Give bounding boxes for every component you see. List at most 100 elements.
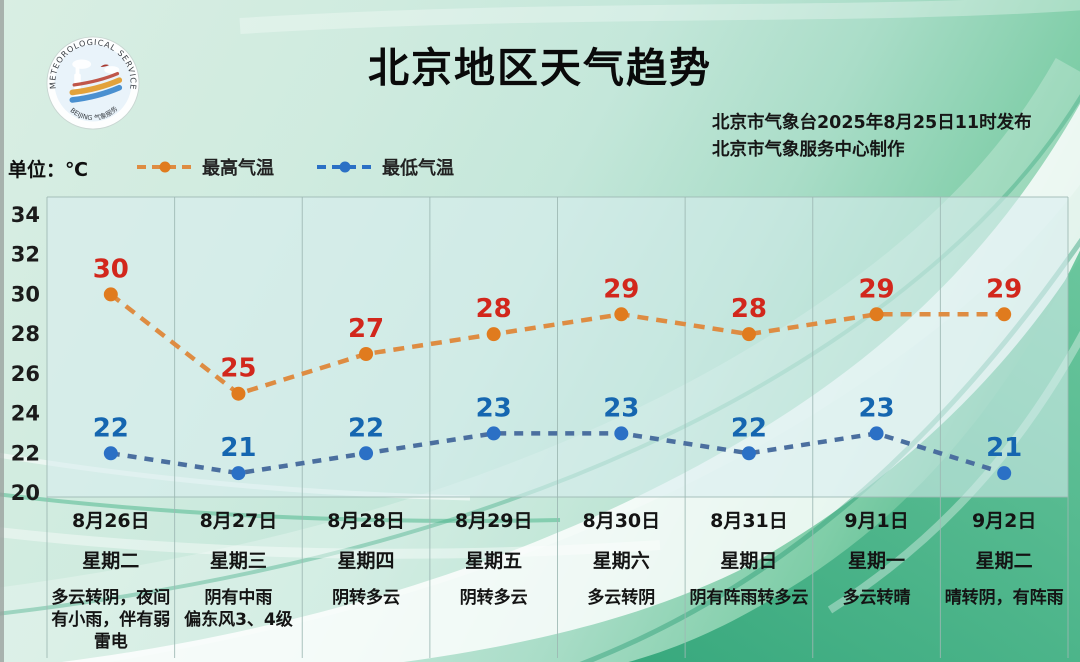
weekday-label: 星期二 <box>975 550 1033 572</box>
low-temp-line <box>110 431 1005 476</box>
low-temp-point <box>103 446 118 461</box>
high-temp-value-label: 25 <box>220 354 256 384</box>
weather-description: 晴转阴，有阵雨 <box>944 588 1064 608</box>
low-temp-point <box>486 426 501 441</box>
date-label: 8月27日 <box>199 510 278 532</box>
tower-icon <box>75 67 80 76</box>
high-temp-point <box>486 327 501 342</box>
forecast-column: 8月29日星期五阴转多云 <box>430 497 558 662</box>
high-temp-point <box>614 307 629 322</box>
weekday-label: 星期六 <box>592 550 650 572</box>
y-tick-label: 28 <box>11 322 40 346</box>
legend-label-low: 最低气温 <box>382 158 454 179</box>
high-temp-value-label: 28 <box>476 294 512 324</box>
date-label: 9月2日 <box>971 510 1037 532</box>
low-temp-value-label: 22 <box>348 413 384 443</box>
high-temp-value-label: 30 <box>93 254 129 284</box>
y-tick-label: 22 <box>11 441 40 465</box>
low-temp-value-label: 23 <box>858 393 894 423</box>
high-temp-point <box>997 307 1012 322</box>
weather-description: 阴有中雨 偏东风3、4级 <box>184 588 293 631</box>
high-temp-point <box>231 386 246 401</box>
legend: 最高气温 最低气温 <box>136 154 454 180</box>
logo-red-stripe <box>72 71 120 87</box>
high-temp-value-label: 29 <box>603 274 639 304</box>
weather-description: 多云转阴 <box>587 588 656 608</box>
left-edge-strip <box>0 0 4 662</box>
weekday-label: 星期五 <box>465 550 523 572</box>
low-temp-value-label: 21 <box>220 433 256 463</box>
low-temp-point <box>997 466 1012 481</box>
legend-item-low: 最低气温 <box>316 154 454 180</box>
low-temp-point <box>741 446 756 461</box>
date-label: 8月31日 <box>710 510 788 532</box>
high-temp-line-sample-icon <box>137 161 193 173</box>
swoosh-left-wave-2 <box>0 492 561 523</box>
weekday-label: 星期四 <box>337 550 395 572</box>
forecast-column: 8月27日星期三阴有中雨 偏东风3、4级 <box>175 497 303 662</box>
issue-line-2: 北京市气象服务中心制作 <box>712 140 905 161</box>
weather-description: 阴转多云 <box>332 588 401 608</box>
low-temp-line-sample-icon <box>317 161 373 173</box>
y-tick-label: 32 <box>11 243 40 267</box>
high-temp-value-label: 28 <box>731 294 767 324</box>
y-tick-label: 26 <box>11 362 40 386</box>
weekday-label: 星期日 <box>720 550 778 572</box>
date-label: 8月29日 <box>454 510 533 532</box>
y-tick-label: 34 <box>11 203 40 227</box>
date-label: 9月1日 <box>844 510 909 532</box>
weather-description: 阴转多云 <box>459 588 528 608</box>
swoosh-green-corner <box>628 250 1080 662</box>
weather-description: 阴有阵雨转多云 <box>689 588 809 608</box>
weather-description: 多云转阴，夜间有小雨，伴有弱雷电 <box>51 588 171 653</box>
high-temp-point <box>869 307 884 322</box>
forecast-column: 8月31日星期日阴有阵雨转多云 <box>685 497 813 662</box>
weekday-label: 星期三 <box>209 550 267 572</box>
logo-orange-stripe <box>69 77 123 96</box>
high-temp-point <box>103 287 118 302</box>
low-temp-value-label: 22 <box>731 413 767 443</box>
high-temp-value-label: 27 <box>348 314 384 344</box>
low-temp-point <box>359 446 374 461</box>
forecast-column: 9月1日星期一多云转晴 <box>813 497 941 662</box>
logo-blue-stripe <box>69 84 123 103</box>
low-temp-value-label: 23 <box>476 393 512 423</box>
date-label: 8月28日 <box>327 510 405 532</box>
legend-label-high: 最高气温 <box>202 158 274 179</box>
y-tick-label: 20 <box>11 481 40 505</box>
high-temp-value-label: 29 <box>858 274 894 304</box>
bird-icon <box>100 64 109 68</box>
legend-item-high: 最高气温 <box>136 154 274 180</box>
cloud-icon <box>72 59 92 69</box>
forecast-table: 8月26日 星期二 多云转阴，夜间有小雨，伴有弱雷电 8月27日 星期三 阴有中雨 偏东风… <box>0 497 1080 662</box>
swoosh-top-highlight <box>239 0 1080 34</box>
weather-description: 多云转晴 <box>842 588 911 608</box>
y-tick-label: 30 <box>11 282 40 306</box>
date-label: 8月26日 <box>71 510 150 532</box>
low-temp-value-label: 23 <box>603 393 639 423</box>
forecast-column: 8月28日星期四阴转多云 <box>302 497 430 662</box>
issue-info: 北京市气象台2025年8月25日11时发布 北京市气象服务中心制作 <box>712 110 1032 164</box>
swoosh-left-wave-3 <box>0 527 661 559</box>
high-temp-point <box>741 327 756 342</box>
low-temp-point <box>614 426 629 441</box>
low-temp-value-label: 21 <box>986 433 1022 463</box>
cloud-icon <box>104 66 120 74</box>
weekday-label: 星期二 <box>82 550 140 572</box>
high-temp-point <box>359 347 374 361</box>
y-tick-label: 24 <box>11 402 40 426</box>
beijing-meteorological-service-logo: METEOROLOGICAL SERVICE BEIJING 气象服务 <box>46 36 140 130</box>
low-temp-point <box>231 466 246 481</box>
unit-label: 单位：℃ <box>8 159 89 181</box>
high-temp-value-label: 29 <box>986 274 1022 304</box>
low-temp-value-label: 22 <box>93 413 129 443</box>
page-title: 北京地区天气趋势 <box>368 44 712 92</box>
forecast-column: 8月30日 星期六 多云转阴 <box>558 497 686 662</box>
forecast-column: 9月2日星期二晴转阴，有阵雨 <box>940 497 1068 662</box>
issue-line-1: 北京市气象台2025年8月25日11时发布 <box>712 113 1032 133</box>
low-temp-point <box>869 426 884 441</box>
weekday-label: 星期一 <box>848 550 906 572</box>
forecast-column: 8月26日星期二多云转阴，夜间有小雨，伴有弱雷电 <box>47 497 175 662</box>
